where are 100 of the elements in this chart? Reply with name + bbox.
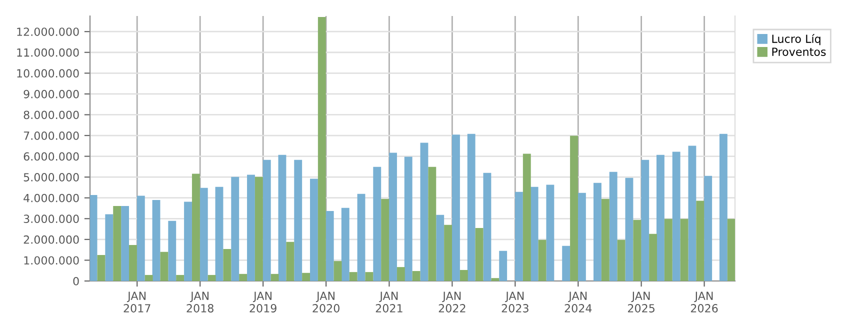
bar xyxy=(215,186,224,281)
y-tick-label: 6.000.000 xyxy=(24,152,79,161)
bar xyxy=(672,152,680,281)
bar xyxy=(499,250,508,281)
bar xyxy=(294,160,302,281)
x-tick-label: JAN 2025 xyxy=(628,292,654,312)
bar xyxy=(570,136,578,281)
bar xyxy=(121,206,129,281)
y-tick-label: 12.000.000 xyxy=(17,28,79,36)
bar xyxy=(310,178,318,281)
bar xyxy=(412,271,420,281)
bar xyxy=(389,152,397,281)
bar xyxy=(223,248,232,281)
bar xyxy=(396,267,405,281)
bar xyxy=(373,166,382,281)
bar xyxy=(633,220,642,281)
bar xyxy=(522,154,531,281)
bar xyxy=(436,214,444,281)
y-tick-label: 8.000.000 xyxy=(24,110,79,120)
bar xyxy=(262,160,271,281)
bar xyxy=(467,134,476,281)
bar xyxy=(641,160,650,281)
bar xyxy=(656,154,664,281)
bar xyxy=(578,192,586,281)
y-tick-label: 7.000.000 xyxy=(24,131,79,140)
bar xyxy=(90,194,98,281)
bar xyxy=(719,134,728,281)
bar xyxy=(176,274,184,281)
bar xyxy=(688,146,696,281)
bar xyxy=(649,234,658,281)
bar xyxy=(136,196,145,281)
bar xyxy=(270,274,279,281)
bar xyxy=(128,245,137,281)
bar xyxy=(247,174,255,281)
bar xyxy=(144,274,153,281)
bar xyxy=(97,255,106,281)
legend-label: Proventos xyxy=(772,48,826,56)
bar xyxy=(514,192,523,281)
x-tick-label: JAN 2023 xyxy=(502,292,528,312)
bar xyxy=(278,154,286,281)
bar xyxy=(168,220,176,281)
bar xyxy=(460,270,468,281)
bar xyxy=(601,198,610,281)
y-tick-label: 3.000.000 xyxy=(24,214,79,224)
bar xyxy=(341,208,350,281)
bar xyxy=(318,17,326,281)
bar xyxy=(617,240,626,281)
bar xyxy=(546,184,554,281)
bar xyxy=(404,156,412,281)
bar xyxy=(208,274,216,281)
bar xyxy=(334,261,342,281)
bar xyxy=(349,272,358,281)
y-tick-label: 0 xyxy=(73,276,79,286)
y-tick-label: 9.000.000 xyxy=(24,90,79,98)
bar xyxy=(664,218,672,281)
x-tick-label: JAN 2022 xyxy=(438,292,466,312)
bar xyxy=(254,176,263,281)
bar xyxy=(239,274,248,281)
bar xyxy=(727,218,735,281)
bar xyxy=(365,272,374,281)
bar xyxy=(609,172,618,281)
bar xyxy=(357,194,366,281)
x-tick-label: JAN 2026 xyxy=(690,292,718,312)
bar xyxy=(475,228,484,281)
y-tick-label: 5.000.000 xyxy=(24,173,79,182)
bar xyxy=(302,272,310,281)
bar xyxy=(625,178,634,281)
bar xyxy=(105,214,114,281)
bar xyxy=(452,134,460,281)
y-tick-label: 4.000.000 xyxy=(24,194,79,202)
bar xyxy=(192,174,200,281)
x-tick-label: JAN 2021 xyxy=(376,292,402,312)
bar xyxy=(200,188,208,281)
bar xyxy=(491,278,500,281)
bar xyxy=(286,242,294,281)
bar xyxy=(420,142,428,281)
bar xyxy=(231,176,240,281)
bar xyxy=(184,202,192,281)
bar xyxy=(594,182,602,281)
bar xyxy=(160,252,168,281)
bar xyxy=(381,198,390,281)
bar xyxy=(152,200,160,281)
bar xyxy=(326,210,334,281)
x-tick-label: JAN 2019 xyxy=(250,292,276,312)
bar xyxy=(538,240,546,281)
bar xyxy=(113,206,122,281)
bar xyxy=(680,218,688,281)
x-tick-label: JAN 2017 xyxy=(124,292,150,312)
bar xyxy=(530,186,538,281)
x-tick-label: JAN 2024 xyxy=(564,292,592,312)
bar xyxy=(483,172,492,281)
bar xyxy=(696,200,704,281)
x-tick-label: JAN 2018 xyxy=(186,292,214,312)
x-tick-label: JAN 2020 xyxy=(312,292,340,312)
bar xyxy=(444,224,452,281)
y-tick-label: 11.000.000 xyxy=(17,48,79,57)
y-tick-label: 10.000.000 xyxy=(17,69,79,78)
y-tick-label: 2.000.000 xyxy=(24,235,79,244)
bar xyxy=(562,246,570,281)
bar xyxy=(704,176,712,281)
